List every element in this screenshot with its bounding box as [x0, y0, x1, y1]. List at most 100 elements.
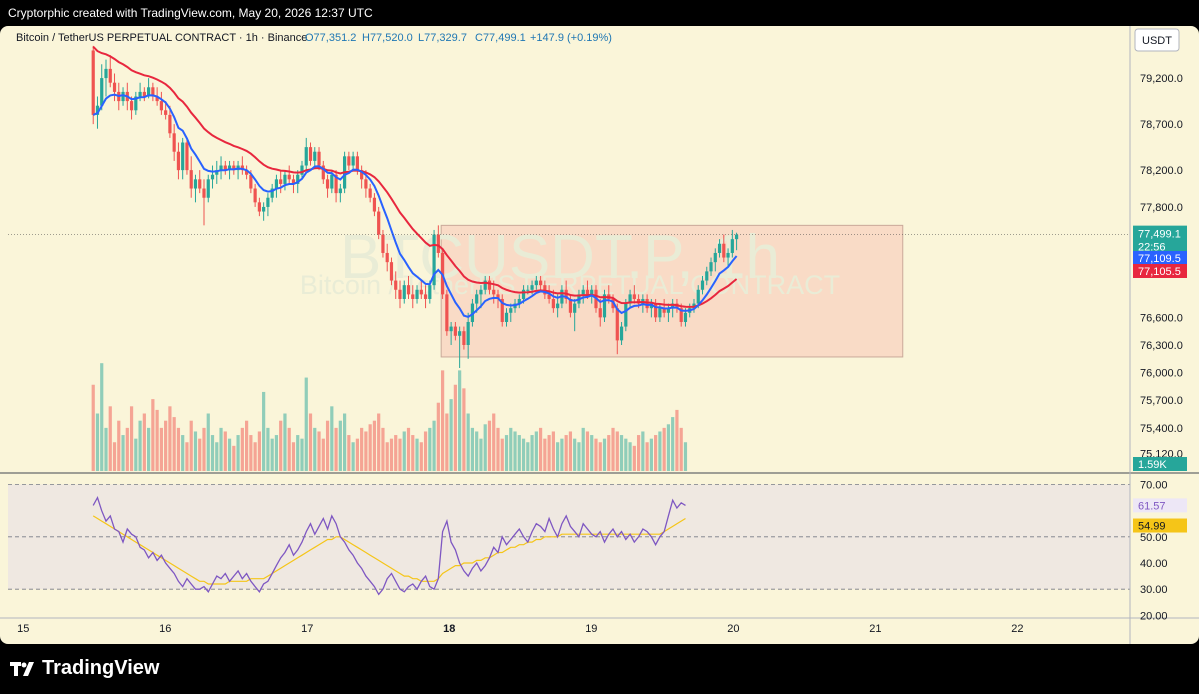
candle[interactable] — [325, 174, 330, 198]
rsi-ma-line[interactable] — [92, 515, 686, 585]
candle[interactable] — [257, 197, 261, 217]
candle[interactable] — [538, 275, 543, 290]
rsi-badge[interactable]: 61.57 — [1133, 498, 1187, 513]
candle[interactable] — [726, 248, 730, 267]
candle[interactable] — [112, 73, 117, 102]
candle[interactable] — [104, 59, 108, 97]
candle[interactable] — [198, 170, 202, 194]
candle[interactable] — [453, 321, 457, 341]
candle[interactable] — [509, 303, 513, 322]
ema-slow-line[interactable] — [92, 46, 738, 308]
candle[interactable] — [202, 179, 206, 226]
ema-slow-badge[interactable]: 77,105.5 — [1133, 263, 1187, 278]
candle[interactable] — [500, 294, 504, 327]
ema-fast-line[interactable] — [92, 93, 738, 318]
candle[interactable] — [287, 165, 291, 184]
candle[interactable] — [705, 266, 709, 286]
candle[interactable] — [709, 257, 713, 276]
candle[interactable] — [402, 280, 406, 304]
candle[interactable] — [210, 165, 215, 189]
candle[interactable] — [253, 183, 257, 207]
candle[interactable] — [628, 289, 632, 309]
candle[interactable] — [679, 303, 683, 327]
candle[interactable] — [573, 298, 577, 332]
candle[interactable] — [666, 303, 671, 322]
candle[interactable] — [534, 275, 538, 290]
candle[interactable] — [406, 275, 411, 299]
candle[interactable] — [100, 64, 104, 111]
candle[interactable] — [368, 183, 372, 203]
candle[interactable] — [300, 160, 304, 180]
candle[interactable] — [432, 229, 436, 290]
candle[interactable] — [236, 160, 240, 180]
tradingview-logo[interactable]: TradingView — [10, 657, 159, 680]
candle[interactable] — [398, 280, 402, 309]
candle[interactable] — [423, 285, 428, 309]
last-price-badge[interactable]: 77,499.122:56 — [1133, 225, 1187, 255]
candle[interactable] — [266, 193, 270, 217]
candle[interactable] — [483, 275, 487, 295]
candle[interactable] — [734, 232, 739, 251]
candle[interactable] — [270, 183, 274, 203]
candle[interactable] — [262, 202, 266, 221]
candle[interactable] — [274, 174, 279, 198]
candle[interactable] — [308, 142, 313, 166]
candle[interactable] — [134, 91, 138, 115]
candle[interactable] — [321, 160, 325, 184]
currency-label[interactable]: USDT — [1134, 28, 1180, 52]
candle[interactable] — [615, 303, 619, 355]
candle[interactable] — [189, 156, 193, 198]
candle[interactable] — [381, 229, 385, 258]
candle[interactable] — [129, 96, 134, 120]
candle[interactable] — [487, 275, 492, 295]
candle[interactable] — [619, 321, 624, 345]
candle[interactable] — [385, 243, 389, 272]
candle[interactable] — [436, 225, 440, 258]
candle[interactable] — [722, 234, 726, 263]
candle[interactable] — [193, 174, 198, 203]
candle[interactable] — [159, 91, 163, 115]
candle[interactable] — [419, 280, 423, 299]
candle[interactable] — [219, 156, 223, 180]
candle[interactable] — [479, 285, 483, 309]
candle[interactable] — [215, 160, 219, 184]
candle[interactable] — [445, 289, 449, 336]
candle[interactable] — [645, 294, 649, 313]
candle[interactable] — [624, 298, 628, 332]
candle[interactable] — [730, 229, 734, 258]
candle[interactable] — [360, 165, 364, 189]
demand-zone-box[interactable] — [440, 224, 904, 358]
candle[interactable] — [415, 285, 419, 304]
candle[interactable] — [245, 165, 249, 180]
candle[interactable] — [713, 248, 717, 272]
candle[interactable] — [223, 160, 227, 175]
candle[interactable] — [470, 298, 475, 327]
candle[interactable] — [279, 170, 283, 194]
candle[interactable] — [91, 45, 95, 125]
rsi-line[interactable] — [92, 495, 686, 596]
ema-fast-badge[interactable]: 77,109.5 — [1133, 250, 1187, 265]
candle[interactable] — [313, 147, 317, 166]
candle[interactable] — [411, 285, 415, 309]
candle[interactable] — [338, 183, 342, 203]
candle[interactable] — [394, 271, 398, 299]
candle[interactable] — [517, 294, 521, 309]
candle[interactable] — [504, 308, 509, 327]
candle[interactable] — [449, 321, 453, 345]
candle[interactable] — [240, 156, 244, 175]
candle[interactable] — [462, 326, 466, 350]
candle[interactable] — [351, 151, 355, 171]
candle[interactable] — [389, 257, 394, 286]
candle[interactable] — [185, 137, 189, 175]
candle[interactable] — [172, 124, 176, 161]
candle[interactable] — [142, 87, 146, 102]
candle[interactable] — [232, 160, 236, 175]
candle[interactable] — [304, 137, 308, 171]
candle[interactable] — [121, 87, 125, 106]
candle[interactable] — [372, 193, 377, 217]
candle[interactable] — [151, 82, 155, 102]
candle[interactable] — [632, 285, 636, 304]
candle[interactable] — [700, 275, 705, 295]
candle[interactable] — [334, 170, 338, 203]
candle[interactable] — [176, 142, 181, 180]
